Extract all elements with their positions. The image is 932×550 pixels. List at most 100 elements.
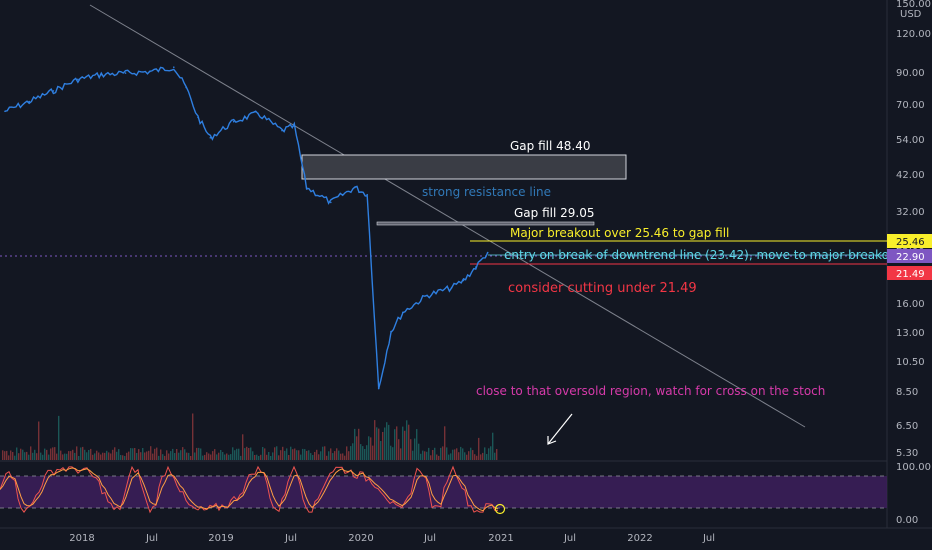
volume-bar [466,454,468,460]
volume-bar [406,420,408,460]
volume-bar [288,455,290,460]
volume-bar [236,448,238,460]
volume-bar [184,449,186,460]
volume-bar [92,454,94,460]
volume-bar [372,445,374,460]
volume-bar [102,452,104,460]
volume-bar [326,455,328,460]
volume-bar [362,446,364,460]
volume-bar [262,447,264,460]
volume-bar [488,448,490,460]
volume-bar [170,451,172,460]
volume-bar [206,452,208,460]
volume-bar [352,443,354,460]
volume-bar [336,448,338,460]
volume-bar [194,452,196,460]
price-axis[interactable]: 150.00 120.00 90.00 70.00 54.00 42.00 32.00 25.… [896,0,931,459]
price-point [77,78,79,81]
volume-bar [274,447,276,460]
gap-fill-box-low[interactable] [376,221,595,226]
volume-bar [320,451,322,460]
volume-bar [412,450,414,460]
volume-bar [358,428,360,460]
price-point [354,186,356,189]
volume-bar [342,453,344,460]
price-badge-label: 25.46 [896,237,925,248]
volume-bar [344,455,346,460]
volume-bar [418,443,420,460]
volume-bar [168,453,170,460]
volume-bar [148,450,150,460]
volume-bar [124,456,126,460]
volume-bar [426,451,428,460]
volume-bar [58,415,60,460]
volume-bar [72,449,74,460]
volume-bar [494,452,496,460]
volume-bar [388,424,390,460]
volume-bar [302,448,304,460]
volume-bar [330,448,332,460]
volume-bar [420,453,422,460]
volume-bar [436,454,438,460]
volume-bar [276,446,278,460]
volume-bar [94,453,96,460]
price-axis-label: 8.50 [896,387,918,398]
volume-bar [382,432,384,460]
volume-bar [160,449,162,460]
price-point [185,86,187,89]
price-point [52,90,55,92]
volume-bar [282,446,284,460]
volume-bar [216,454,218,460]
volume-bar [134,448,136,460]
volume-bar [38,421,40,460]
volume-bar [356,436,358,460]
price-point [330,201,332,204]
downtrend-line[interactable] [89,4,806,428]
volume-bar [20,448,22,460]
price-point [486,251,489,254]
volume-bar [272,452,274,460]
gap-fill-low-label: Gap fill 29.05 [514,206,594,220]
volume-bar [456,448,458,460]
volume-bar [368,436,370,460]
volume-bar [308,450,310,460]
price-point [28,100,31,103]
volume-bar [66,453,68,460]
volume-bar [452,449,454,460]
volume-bar [238,448,240,460]
price-point [232,120,235,123]
volume-bar [438,455,440,460]
stoch-k-line [0,465,498,514]
price-axis-label: 13.00 [896,328,925,339]
time-axis-label: 2022 [627,533,652,544]
volume-bar [348,451,350,460]
entry-label: entry on break of downtrend line (23.42)… [504,248,927,262]
volume-bar [424,451,426,460]
volume-bar [244,448,246,460]
volume-bar [46,449,48,460]
price-point [462,279,465,282]
gap-fill-box-high[interactable] [301,154,627,180]
volume-bar [26,451,28,460]
volume-bar [470,447,472,460]
volume-bar [90,448,92,460]
volume-bar [482,452,484,460]
time-axis[interactable]: 2018 Jul 2019 Jul 2020 Jul 2021 Jul 2022 Jul [69,533,715,544]
price-badge-bg [887,234,932,248]
volume-bar [376,427,378,460]
volume-bar [226,453,228,460]
price-point [4,110,6,113]
volume-bar [182,447,184,460]
volume-bar [268,452,270,460]
price-axis-label: 150.00 [896,0,931,10]
volume-bar [208,453,210,460]
volume-bar [432,450,434,460]
price-series-line [4,66,489,389]
volume-bar [50,448,52,460]
volume-bar [52,447,54,460]
price-point [475,266,477,268]
price-point [197,116,199,119]
volume-bar [60,450,62,460]
